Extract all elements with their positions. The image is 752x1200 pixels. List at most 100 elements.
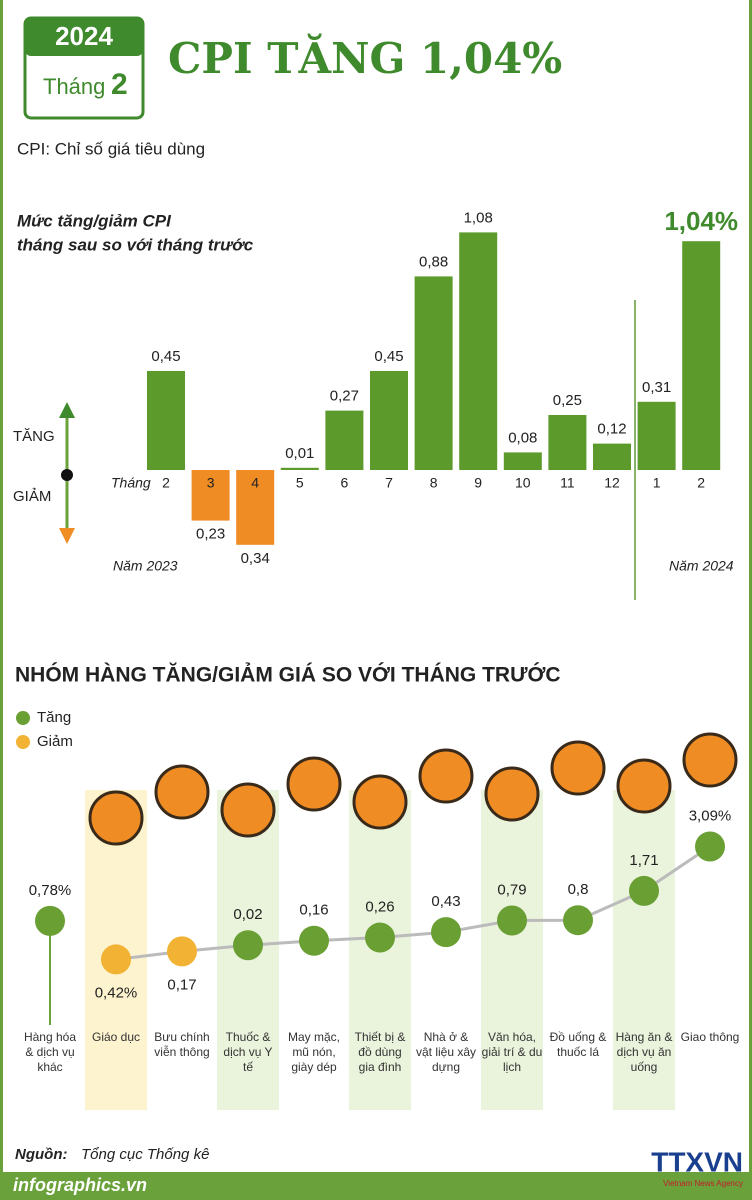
value-label: 0,78% — [29, 882, 72, 899]
x-tick-label: 3 — [207, 475, 215, 491]
year: 2024 — [55, 21, 113, 51]
site: infographics.vn — [13, 1175, 147, 1195]
x-tick-label: 4 — [251, 475, 259, 491]
down-arrow — [59, 528, 75, 544]
x-tick-label: 2 — [162, 475, 170, 491]
bar — [637, 401, 676, 470]
dot — [299, 925, 329, 956]
bar — [280, 467, 319, 470]
value-label: 0,79 — [497, 881, 526, 898]
legend-dot — [16, 711, 30, 725]
x-tick-label: 2 — [697, 475, 705, 491]
x-tick-label: 1 — [653, 475, 661, 491]
category-icon — [88, 790, 144, 846]
category-icon — [484, 766, 540, 822]
column-band — [481, 790, 543, 1110]
category-label: Nhà ở & vật liệu xây dựng — [415, 1030, 477, 1074]
year-label: Năm 2023 — [113, 558, 178, 574]
bar — [459, 232, 498, 470]
bar — [325, 410, 364, 470]
category-icon — [154, 764, 210, 820]
x-tick-label: 6 — [341, 475, 349, 491]
bar — [503, 452, 542, 470]
legend-dot — [16, 735, 30, 749]
value-label: 0,01 — [285, 445, 314, 462]
category-icon — [418, 748, 474, 804]
category-icon — [352, 774, 408, 830]
value-label: 0,12 — [597, 421, 626, 438]
dot — [497, 905, 527, 936]
value-label: 0,88 — [419, 253, 448, 270]
category-label: Thiết bị & đồ dùng gia đình — [354, 1030, 406, 1074]
bar-title: Mức tăng/giảm CPI — [17, 211, 172, 230]
value-label: 0,27 — [330, 388, 359, 405]
category-label: May mặc, mũ nón, giày dép — [287, 1030, 340, 1074]
bar — [370, 371, 408, 470]
category-label: Đồ uống & thuốc lá — [549, 1030, 607, 1059]
category-label: Hàng hóa & dịch vụ khác — [23, 1030, 77, 1074]
month: 2 — [111, 68, 128, 101]
source: Tổng cục Thống kê — [81, 1146, 209, 1163]
category-icon — [682, 732, 738, 788]
column-band — [613, 790, 675, 1110]
legend-label: Giảm — [37, 733, 73, 750]
value-label: 1,71 — [629, 852, 658, 869]
value-label: 0,08 — [508, 429, 537, 446]
main-title: CPI TĂNG 1,04% — [168, 32, 562, 83]
bar-subtitle: tháng sau so với tháng trước — [17, 235, 254, 254]
bar — [414, 276, 453, 470]
x-tick-label: 11 — [560, 475, 575, 491]
category-label: Giao thông — [680, 1030, 740, 1044]
value-label: 0,8 — [568, 881, 589, 898]
category-label: Văn hóa, giải trí & du lịch — [481, 1030, 543, 1074]
category-label: Thuốc & dịch vụ Y tế — [223, 1030, 273, 1074]
dot — [35, 905, 65, 936]
x-tick-label: 10 — [515, 475, 531, 491]
value-label: 0,16 — [299, 902, 328, 919]
value-label: 0,26 — [365, 899, 394, 916]
trend-line — [115, 845, 711, 961]
category-icon — [286, 756, 342, 812]
legend-label: Tăng — [37, 709, 71, 726]
month-label: Tháng — [43, 74, 105, 99]
value-label: 0,17 — [167, 976, 196, 993]
dot — [431, 917, 461, 948]
source-label: Nguồn: — [15, 1146, 67, 1163]
category-label: Hàng ăn & dịch vụ ăn uống — [615, 1030, 673, 1074]
category-label: Bưu chính viễn thông — [154, 1030, 210, 1059]
value-label: 0,42% — [95, 984, 138, 1001]
origin-dot — [61, 469, 73, 481]
x-label: Tháng — [111, 475, 151, 491]
down-label: GIẢM — [13, 488, 51, 505]
value-label: 0,31 — [642, 379, 671, 396]
dot — [167, 936, 197, 967]
category-label: Giáo dục — [91, 1030, 141, 1044]
dot-title: NHÓM HÀNG TĂNG/GIẢM GIÁ SO VỚI THÁNG TRƯ… — [15, 663, 561, 687]
bar — [548, 415, 587, 470]
value-label: 0,45 — [374, 348, 403, 365]
agency-en: Vietnam News Agency — [663, 1179, 743, 1188]
value-label: 0,02 — [233, 906, 262, 923]
dot — [629, 875, 659, 906]
up-arrow — [59, 402, 75, 418]
x-tick-label: 12 — [604, 475, 620, 491]
value-label: 0,45 — [151, 348, 180, 365]
value-label: 0,43 — [431, 893, 460, 910]
value-label: 1,08 — [464, 209, 493, 226]
bar — [191, 470, 230, 521]
value-label: 0,23 — [196, 526, 225, 543]
x-tick-label: 9 — [474, 475, 482, 491]
dot — [233, 930, 263, 961]
x-tick-label: 8 — [430, 475, 438, 491]
agency: TTXVN — [651, 1146, 743, 1177]
definition: CPI: Chỉ số giá tiêu dùng — [17, 139, 205, 158]
category-icon — [550, 740, 606, 796]
up-label: TĂNG — [13, 428, 55, 445]
dot — [695, 831, 725, 862]
value-label: 1,04% — [664, 206, 738, 236]
value-label: 0,25 — [553, 392, 582, 409]
value-label: 0,34 — [241, 550, 270, 567]
chart: 2024 Tháng 2 CPI TĂNG 1,04% CPI: Chỉ số … — [3, 16, 749, 1200]
calendar-band — [25, 18, 143, 56]
